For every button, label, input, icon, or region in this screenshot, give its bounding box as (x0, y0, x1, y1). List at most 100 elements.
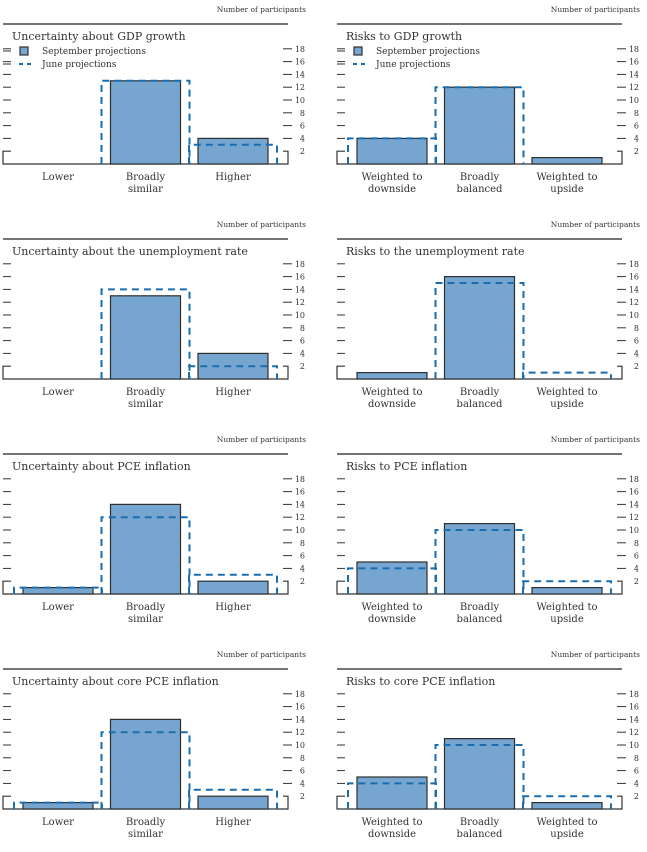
y-tick-label: 6 (634, 122, 639, 131)
x-category-label: balanced (457, 184, 503, 195)
y-tick-label: 14 (295, 500, 305, 509)
units-label: Number of participants (551, 5, 640, 14)
x-category-label: Lower (42, 387, 74, 398)
x-category-label: balanced (457, 614, 503, 625)
y-tick-label: 18 (629, 45, 639, 54)
y-tick-label: 14 (629, 70, 639, 79)
y-tick-label: 10 (295, 741, 305, 750)
y-tick-label: 2 (300, 362, 305, 371)
y-tick-label: 4 (634, 134, 639, 143)
bar-september (443, 276, 516, 380)
y-tick-label: 10 (629, 96, 639, 105)
y-tick-label: 18 (629, 475, 639, 484)
chart-title: Risks to the unemployment rate (346, 245, 525, 258)
x-category-label: Broadly (126, 602, 166, 613)
june-step-line (13, 731, 278, 809)
y-tick-label: 4 (300, 779, 305, 788)
y-tick-label: 14 (295, 285, 305, 294)
y-tick-label: 6 (300, 337, 305, 346)
chart-title: Uncertainty about GDP growth (12, 30, 186, 43)
x-category-label: downside (368, 184, 416, 195)
x-category-label: similar (128, 829, 163, 840)
bar-september (197, 137, 269, 165)
y-tick-label: 6 (634, 552, 639, 561)
y-tick-label: 14 (629, 285, 639, 294)
y-tick-label: 8 (634, 109, 639, 118)
x-category-label: Lower (42, 172, 74, 183)
chart-panel-2: Number of participants Uncertainty about … (2, 220, 306, 410)
bar-september (197, 352, 269, 380)
x-category-label: Weighted to (362, 387, 423, 398)
y-tick-label: 2 (634, 792, 639, 801)
x-category-label: Weighted to (537, 172, 598, 183)
y-tick-label: 8 (300, 539, 305, 548)
y-tick-label: 18 (295, 45, 305, 54)
units-label: Number of participants (217, 220, 306, 229)
x-category-label: Weighted to (362, 172, 423, 183)
x-category-label: similar (128, 399, 163, 410)
x-category-label: Weighted to (362, 602, 423, 613)
y-tick-label: 10 (629, 311, 639, 320)
chart-panel-5: Number of participants Risks to PCE infla… (336, 435, 640, 625)
y-tick-label: 10 (295, 526, 305, 535)
y-tick-label: 10 (629, 741, 639, 750)
y-tick-label: 10 (295, 96, 305, 105)
x-category-label: downside (368, 614, 416, 625)
june-step-line (13, 516, 278, 594)
x-category-label: Broadly (126, 387, 166, 398)
y-tick-label: 12 (629, 728, 639, 737)
y-tick-label: 4 (300, 134, 305, 143)
legend-swatch-september (353, 46, 363, 56)
y-tick-label: 18 (629, 690, 639, 699)
june-step-line (347, 86, 525, 164)
chart-title: Uncertainty about the unemployment rate (12, 245, 248, 258)
x-category-label: balanced (457, 399, 503, 410)
y-tick-label: 16 (629, 703, 639, 712)
y-tick-label: 10 (295, 311, 305, 320)
y-tick-label: 14 (629, 715, 639, 724)
june-step-line (347, 529, 612, 594)
units-label: Number of participants (551, 220, 640, 229)
y-tick-label: 6 (300, 767, 305, 776)
y-tick-label: 14 (295, 715, 305, 724)
bar-september (531, 586, 603, 595)
y-tick-label: 6 (634, 767, 639, 776)
x-category-label: Higher (215, 387, 251, 398)
y-tick-label: 16 (629, 58, 639, 67)
bar-september (356, 561, 428, 595)
bar-september (443, 86, 516, 165)
june-step-line (434, 282, 612, 379)
bar-september (531, 157, 603, 165)
y-tick-label: 12 (295, 298, 305, 307)
x-category-label: Broadly (460, 602, 500, 613)
y-tick-label: 16 (295, 488, 305, 497)
june-step-line (100, 288, 278, 379)
chart-panel-4: Number of participants Uncertainty about … (2, 435, 306, 625)
x-category-label: upside (550, 614, 584, 625)
x-category-label: Higher (215, 602, 251, 613)
bar-september (109, 718, 182, 810)
bar-september (197, 795, 269, 810)
bar-september (356, 372, 428, 380)
y-tick-label: 18 (629, 260, 639, 269)
y-tick-label: 8 (634, 754, 639, 763)
chart-panel-6: Number of participants Uncertainty about … (2, 650, 306, 840)
x-category-label: Higher (215, 817, 251, 828)
units-label: Number of participants (217, 650, 306, 659)
x-category-label: Lower (42, 602, 74, 613)
y-tick-label: 14 (629, 500, 639, 509)
x-category-label: Broadly (460, 387, 500, 398)
y-tick-label: 12 (295, 513, 305, 522)
legend-label-september: September projections (376, 47, 480, 57)
y-tick-label: 12 (295, 83, 305, 92)
bar-september (356, 776, 428, 810)
y-tick-label: 12 (629, 83, 639, 92)
y-tick-label: 12 (295, 728, 305, 737)
chart-panel-0: Number of participants Uncertainty about … (2, 5, 306, 195)
bar-september (531, 801, 603, 810)
y-tick-label: 14 (295, 70, 305, 79)
y-tick-label: 4 (300, 349, 305, 358)
y-tick-label: 12 (629, 513, 639, 522)
y-tick-label: 2 (300, 577, 305, 586)
